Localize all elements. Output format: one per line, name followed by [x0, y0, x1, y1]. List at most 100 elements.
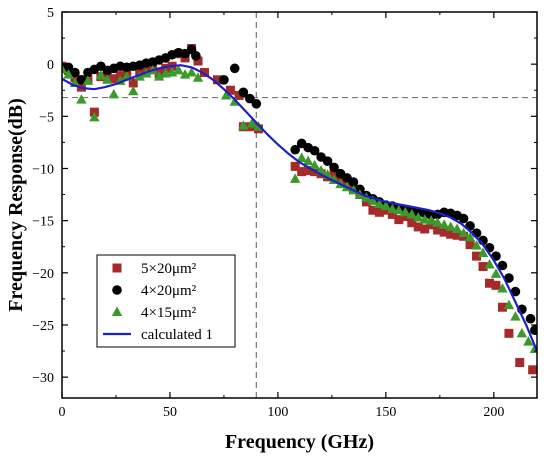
data-point-square — [297, 167, 307, 177]
data-point-triangle — [380, 200, 392, 211]
data-point-square — [109, 74, 119, 84]
data-point-triangle — [63, 69, 74, 79]
data-point-triangle — [387, 203, 398, 214]
data-point-triangle — [438, 219, 450, 229]
data-point-triangle — [76, 94, 87, 104]
x-tick-label: 100 — [267, 405, 288, 420]
data-point-square — [407, 218, 417, 228]
data-point-triangle — [510, 311, 521, 321]
data-point-circle — [63, 62, 74, 73]
data-point-triangle — [464, 231, 476, 242]
data-point-square — [433, 225, 443, 235]
data-point-triangle — [153, 71, 165, 81]
data-point-triangle — [516, 327, 528, 338]
data-point-triangle — [413, 212, 424, 222]
data-point-triangle — [503, 299, 515, 310]
data-point-triangle — [102, 74, 113, 84]
data-point-square — [200, 68, 209, 78]
x-axis-label: Frequency (GHz) — [225, 431, 374, 453]
data-point-triangle — [95, 70, 107, 80]
data-point-circle — [219, 75, 229, 85]
data-point-triangle — [393, 204, 405, 215]
data-point-triangle — [432, 217, 443, 227]
data-point-square — [472, 251, 482, 261]
data-point-triangle — [400, 206, 411, 217]
data-point-square — [420, 224, 430, 234]
data-point-circle — [510, 286, 521, 297]
data-point-circle — [309, 145, 320, 156]
y-tick-label: −25 — [32, 319, 54, 334]
data-point-circle — [251, 99, 262, 109]
data-point-square — [234, 90, 244, 100]
data-point-circle — [191, 51, 201, 61]
data-point-triangle — [419, 214, 430, 224]
data-point-square — [400, 211, 410, 221]
data-point-triangle — [477, 247, 489, 257]
data-point-circle — [504, 273, 514, 283]
legend-label: 4×20μm² — [141, 283, 197, 299]
data-point-triangle — [62, 63, 68, 74]
data-point-square — [361, 197, 371, 207]
legend-marker-square — [112, 263, 122, 273]
data-point-triangle — [426, 215, 437, 225]
y-tick-label: −10 — [32, 162, 54, 177]
plot-frame — [61, 11, 538, 399]
data-point-triangle — [192, 72, 204, 82]
data-point-triangle — [367, 195, 379, 205]
data-point-square — [485, 278, 494, 288]
y-tick-label: −20 — [32, 267, 54, 282]
data-point-circle — [458, 213, 469, 224]
data-point-circle — [348, 177, 359, 187]
data-point-square — [128, 78, 138, 88]
data-point-square — [497, 302, 507, 312]
data-point-square — [465, 240, 475, 250]
y-tick-label: −30 — [32, 371, 54, 386]
data-point-square — [225, 85, 235, 95]
series-4 — [62, 64, 537, 352]
data-point-circle — [229, 63, 240, 74]
reference-lines — [62, 12, 537, 398]
data-point-square — [413, 222, 423, 232]
data-point-circle — [322, 156, 333, 166]
data-point-square — [368, 205, 378, 215]
y-tick-label: −5 — [39, 110, 54, 125]
data-point-triangle — [82, 75, 94, 85]
data-point-square — [491, 280, 501, 290]
x-tick-label: 150 — [375, 405, 396, 420]
y-tick-label: 5 — [47, 6, 54, 21]
x-tick-label: 0 — [59, 405, 66, 420]
data-point-square — [387, 209, 397, 219]
data-point-triangle — [186, 67, 197, 77]
y-tick-label: 0 — [47, 58, 54, 73]
series-layer — [62, 44, 537, 375]
data-point-square — [452, 230, 462, 240]
data-point-triangle — [309, 159, 320, 170]
data-point-triangle — [484, 258, 495, 269]
data-point-square — [374, 207, 384, 217]
series-3 — [62, 63, 537, 353]
data-point-triangle — [289, 173, 301, 183]
data-point-triangle — [451, 223, 463, 233]
data-point-triangle — [220, 89, 232, 100]
data-point-square — [446, 229, 456, 239]
data-point-circle — [76, 75, 87, 85]
data-point-triangle — [406, 208, 417, 219]
data-point-square — [504, 328, 514, 338]
data-point-triangle — [497, 282, 508, 293]
data-point-circle — [70, 67, 80, 78]
data-point-triangle — [108, 88, 120, 99]
data-point-square — [515, 358, 525, 368]
data-point-square — [528, 365, 537, 375]
data-point-square — [394, 215, 404, 225]
data-point-triangle — [302, 155, 314, 166]
y-tick-label: −15 — [32, 215, 54, 230]
legend-label: 4×15μm² — [141, 305, 197, 321]
data-point-square — [478, 262, 488, 272]
data-point-square — [303, 166, 313, 176]
data-point-square — [381, 205, 391, 215]
data-point-circle — [530, 325, 537, 335]
data-point-circle — [329, 162, 339, 173]
